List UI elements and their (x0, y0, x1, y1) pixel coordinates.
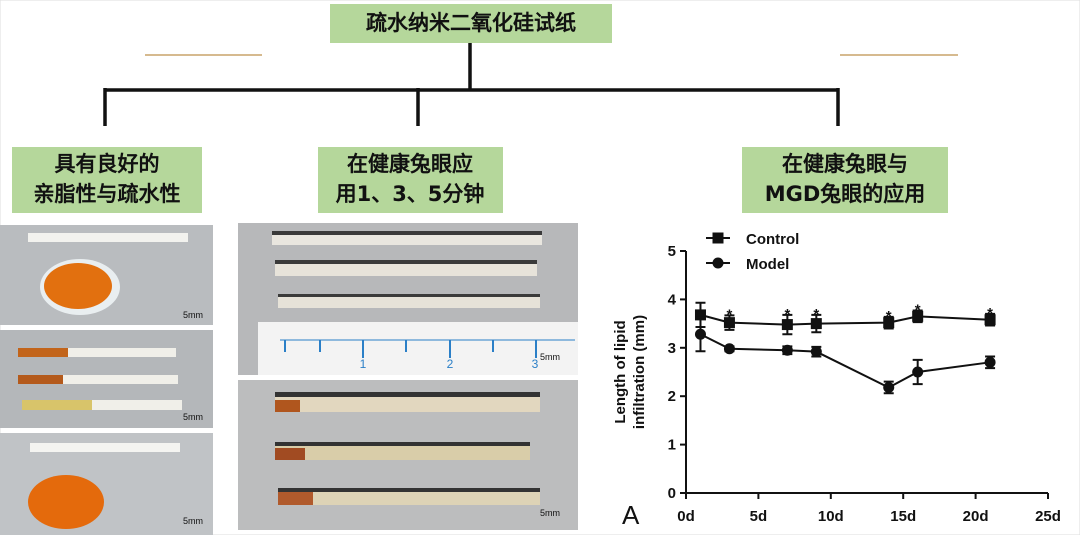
data-point (781, 344, 793, 356)
legend-marker (712, 257, 724, 269)
scale-label: 5mm (540, 352, 560, 362)
tree-connector (103, 43, 840, 126)
chart: 0 1 2 3 4 5 0d 5d 10d 15d 20d 25d Length of lipid inf… (612, 231, 1061, 530)
scale-label: 5mm (183, 412, 203, 422)
data-point (984, 356, 996, 368)
ruler-label: 3 (532, 357, 539, 371)
significance-mark: * (813, 306, 819, 323)
data-point (694, 328, 706, 340)
data-point (781, 319, 793, 331)
significance-mark: * (727, 306, 733, 323)
y-tick-label: 5 (668, 243, 676, 260)
branch-label: 用1、3、5分钟 (336, 182, 485, 206)
photo: 5mm (0, 330, 213, 428)
panel-label: A (622, 500, 640, 530)
ruler-label: 2 (447, 357, 454, 371)
branch-label: MGD兔眼的应用 (765, 182, 926, 206)
y-tick-label: 0 (668, 485, 676, 502)
x-tick-label: 15d (890, 508, 916, 525)
data-point (912, 366, 924, 378)
legend-marker (712, 232, 724, 244)
data-point (723, 317, 735, 329)
branch-label: 在健康兔眼与 (782, 152, 908, 176)
data-point (723, 343, 735, 355)
title-box (330, 4, 612, 43)
significance-mark: * (886, 308, 892, 325)
y-axis-label: Length of lipid (612, 320, 629, 423)
scale-label: 5mm (183, 310, 203, 320)
photo: 5mm (0, 225, 213, 325)
data-point (912, 310, 924, 322)
x-tick-label: 20d (963, 508, 989, 525)
significance-mark: * (987, 305, 993, 322)
data-point (810, 346, 822, 358)
scale-label: 5mm (183, 516, 203, 526)
x-tick-label: 25d (1035, 508, 1061, 525)
y-tick-label: 1 (668, 437, 676, 454)
x-tick-label: 10d (818, 508, 844, 525)
data-point (694, 309, 706, 321)
branch-label: 具有良好的 (55, 152, 160, 176)
x-tick-label: 0d (677, 508, 695, 525)
data-point (810, 318, 822, 330)
legend-label: Control (746, 231, 799, 248)
branch-box (12, 147, 202, 213)
branch-label: 在健康兔眼应 (347, 152, 473, 176)
legend-label: Model (746, 256, 789, 273)
y-axis-label: infiltration (mm) (631, 315, 648, 429)
photo: 5mm (0, 433, 213, 535)
significance-mark: * (915, 302, 921, 319)
branch-box (742, 147, 948, 213)
photo: 5mm (238, 380, 578, 530)
data-point (883, 317, 895, 329)
ruler-label: 1 (360, 357, 367, 371)
y-tick-label: 4 (668, 291, 677, 308)
y-tick-label: 3 (668, 340, 676, 357)
title: 疏水纳米二氧化硅试纸 (366, 11, 576, 35)
significance-mark: * (784, 306, 790, 323)
y-tick-label: 2 (668, 388, 676, 405)
data-point (883, 381, 895, 393)
data-point (984, 314, 996, 326)
scale-label: 5mm (540, 508, 560, 518)
x-tick-label: 5d (750, 508, 768, 525)
photo: 1 2 3 5mm (238, 223, 578, 375)
branch-label: 亲脂性与疏水性 (34, 182, 181, 206)
branch-box (318, 147, 503, 213)
